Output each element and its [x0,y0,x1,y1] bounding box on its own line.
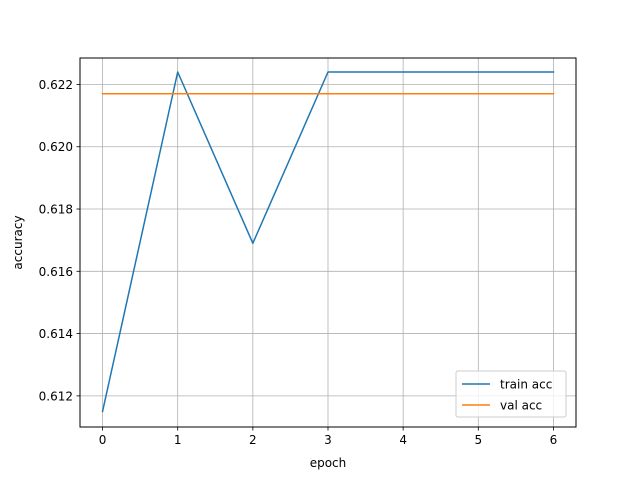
x-tick-label: 5 [474,433,482,447]
x-tick-label: 1 [174,433,182,447]
series-line-train-acc [101,71,555,413]
y-axis-label: accuracy [11,215,25,269]
y-tick-label: 0.618 [39,203,73,217]
x-tick-label: 0 [99,433,107,447]
y-tick-label: 0.614 [39,327,73,341]
x-tick-label: 4 [399,433,407,447]
axis-ticks: 0 1 2 3 4 5 6 0.612 0.614 0.616 0.618 0.620 0.622 [39,78,558,447]
series-layer [101,71,555,413]
y-tick-label: 0.622 [39,78,73,92]
legend-label: train acc [500,378,552,392]
legend: train acc val acc [455,370,567,418]
x-axis-label: epoch [310,456,347,470]
y-tick-label: 0.620 [39,140,73,154]
x-tick-label: 3 [324,433,332,447]
y-tick-label: 0.612 [39,389,73,403]
x-tick-label: 6 [550,433,558,447]
legend-label: val acc [500,399,542,413]
y-tick-label: 0.616 [39,265,73,279]
x-tick-label: 2 [249,433,257,447]
